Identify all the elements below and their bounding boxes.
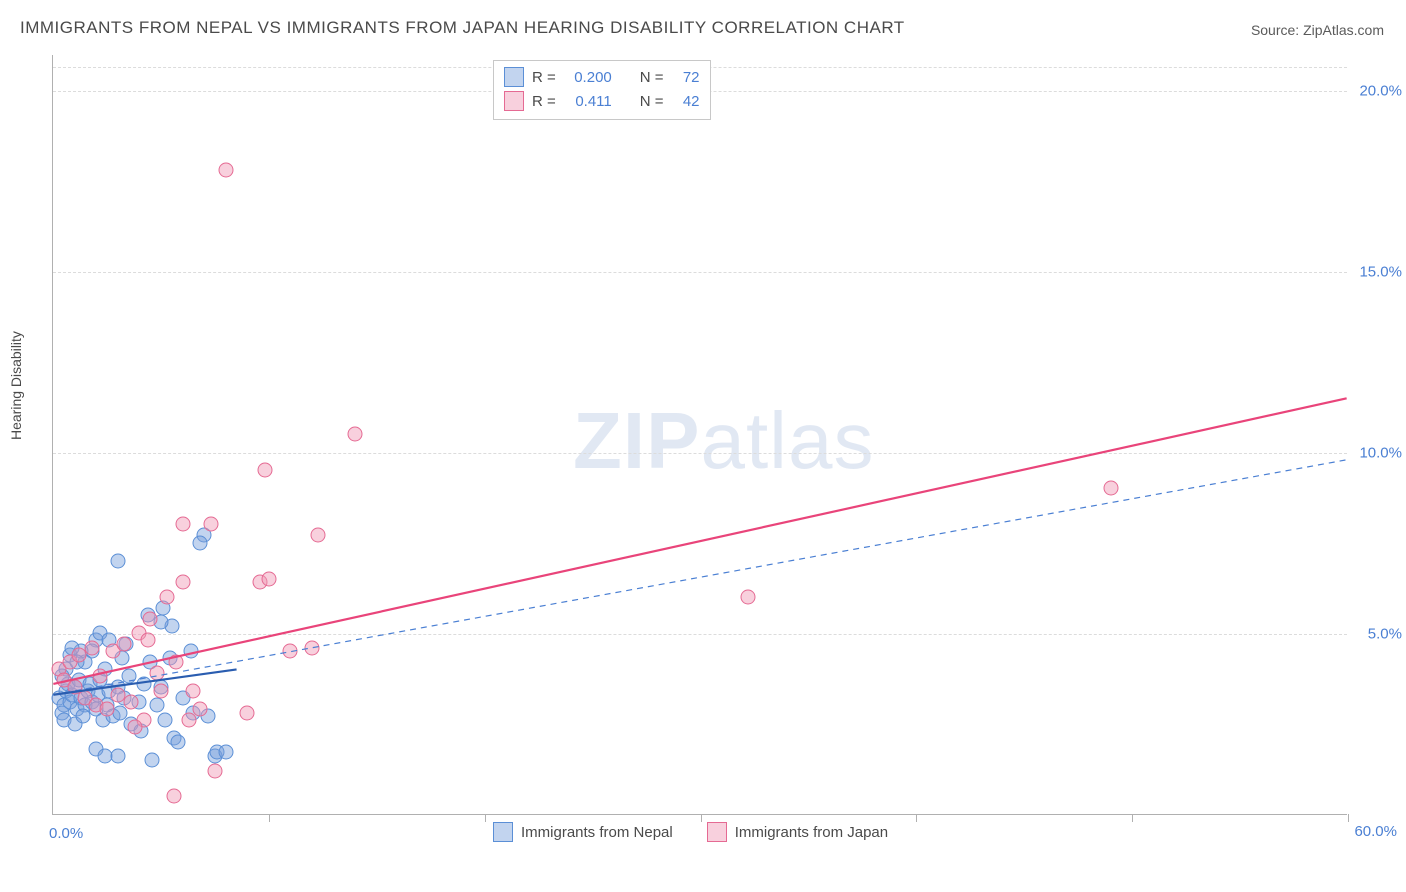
data-point [171,734,186,749]
data-point [110,553,125,568]
legend-swatch [504,91,524,111]
data-point [1103,481,1118,496]
legend-swatch [707,822,727,842]
data-point [128,720,143,735]
data-point [143,611,158,626]
data-point [93,669,108,684]
data-point [257,463,272,478]
gridline [53,634,1347,635]
trend-line [53,460,1346,695]
data-point [158,712,173,727]
trend-line [53,398,1346,684]
watermark: ZIPatlas [573,395,874,487]
stat-n-value: 42 [672,93,700,110]
x-tick [485,814,486,822]
data-point [192,535,207,550]
plot-area: ZIPatlas 5.0%10.0%15.0%20.0% 0.0% 60.0% … [52,55,1347,815]
x-tick [1132,814,1133,822]
stat-n-label: N = [640,69,664,86]
legend-label: Immigrants from Japan [735,824,888,841]
legend-item: Immigrants from Nepal [493,822,673,842]
data-point [166,788,181,803]
data-point [348,427,363,442]
data-point [99,702,114,717]
stat-r-label: R = [532,69,556,86]
data-point [218,745,233,760]
data-point [283,644,298,659]
data-point [117,636,132,651]
watermark-rest: atlas [700,396,874,485]
data-point [186,683,201,698]
data-point [84,640,99,655]
y-tick-label: 5.0% [1368,626,1402,643]
gridline [53,272,1347,273]
data-point [240,705,255,720]
legend-bottom: Immigrants from Nepal Immigrants from Jap… [493,822,888,842]
data-point [169,655,184,670]
legend-stats-row: R = 0.411 N = 42 [504,89,700,113]
data-point [740,589,755,604]
data-point [153,683,168,698]
y-tick-label: 20.0% [1359,83,1402,100]
data-point [218,162,233,177]
y-tick-label: 10.0% [1359,445,1402,462]
data-point [207,763,222,778]
data-point [121,669,136,684]
data-point [192,702,207,717]
x-tick [701,814,702,822]
legend-item: Immigrants from Japan [707,822,888,842]
gridline [53,453,1347,454]
data-point [305,640,320,655]
legend-swatch [493,822,513,842]
data-point [149,698,164,713]
x-axis-min-label: 0.0% [49,825,83,842]
legend-stats-row: R = 0.200 N = 72 [504,65,700,89]
legend-label: Immigrants from Nepal [521,824,673,841]
data-point [149,665,164,680]
trend-lines [53,55,1347,814]
data-point [110,749,125,764]
legend-swatch [504,67,524,87]
x-tick [1348,814,1349,822]
source-attribution: Source: ZipAtlas.com [1251,22,1384,38]
stat-r-label: R = [532,93,556,110]
data-point [261,571,276,586]
data-point [140,633,155,648]
stat-r-value: 0.411 [564,93,612,110]
data-point [203,517,218,532]
data-point [136,676,151,691]
y-axis-label: Hearing Disability [8,331,24,440]
stat-n-label: N = [640,93,664,110]
data-point [175,517,190,532]
stat-r-value: 0.200 [564,69,612,86]
data-point [184,644,199,659]
data-point [145,752,160,767]
stat-n-value: 72 [672,69,700,86]
y-tick-label: 15.0% [1359,264,1402,281]
data-point [175,575,190,590]
x-axis-max-label: 60.0% [1354,823,1397,840]
x-tick [269,814,270,822]
legend-stats-box: R = 0.200 N = 72 R = 0.411 N = 42 [493,60,711,120]
data-point [160,589,175,604]
x-tick [916,814,917,822]
watermark-bold: ZIP [573,396,700,485]
chart-title: IMMIGRANTS FROM NEPAL VS IMMIGRANTS FROM… [20,18,905,38]
data-point [123,694,138,709]
data-point [311,528,326,543]
